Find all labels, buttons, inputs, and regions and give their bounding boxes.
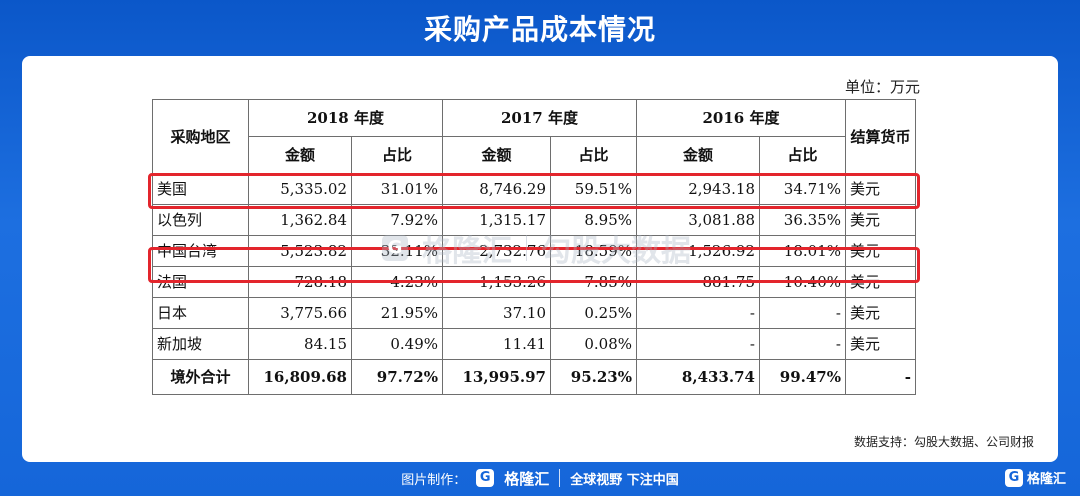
- table-row: 法国 728.18 4.23% 1,153.26 7.85% 881.75 10…: [152, 266, 916, 298]
- amount-cell: 11.41: [442, 328, 551, 360]
- cost-table: 采购地区 2018 年度 2017 年度 2016 年度 结算货币 金额 占比 …: [152, 99, 916, 395]
- amount-cell: 2,732.76: [442, 235, 551, 267]
- total-currency: -: [845, 359, 916, 395]
- header-share: 占比: [759, 136, 846, 174]
- share-cell: 4.23%: [351, 266, 443, 298]
- amount-cell: 1,362.84: [248, 204, 352, 236]
- footer: 图片制作： G 格隆汇 全球视野 下注中国: [0, 466, 1080, 490]
- currency-cell: 美元: [845, 266, 916, 298]
- share-cell: 8.95%: [550, 204, 637, 236]
- total-share: 99.47%: [759, 359, 846, 395]
- currency-cell: 美元: [845, 328, 916, 360]
- share-cell: 7.92%: [351, 204, 443, 236]
- amount-cell: 881.75: [636, 266, 760, 298]
- amount-cell: 2,943.18: [636, 173, 760, 205]
- share-cell: 0.49%: [351, 328, 443, 360]
- brand-name: 格隆汇: [504, 469, 550, 488]
- share-cell: 34.71%: [759, 173, 846, 205]
- amount-cell: 5,523.82: [248, 235, 352, 267]
- share-cell: 18.01%: [759, 235, 846, 267]
- corner-logo: G 格隆汇: [1004, 468, 1066, 487]
- share-cell: -: [759, 328, 846, 360]
- header-share: 占比: [351, 136, 443, 174]
- amount-cell: 728.18: [248, 266, 352, 298]
- region-cell: 日本: [152, 297, 249, 329]
- table-row: 美国 5,335.02 31.01% 8,746.29 59.51% 2,943…: [152, 173, 916, 205]
- amount-cell: 5,335.02: [248, 173, 352, 205]
- header-year-2018: 2018 年度: [248, 99, 443, 137]
- table-row: 中国台湾 5,523.82 32.11% 2,732.76 18.59% 1,5…: [152, 235, 916, 267]
- share-cell: -: [759, 297, 846, 329]
- header-amount: 金额: [442, 136, 551, 174]
- amount-cell: -: [636, 297, 760, 329]
- amount-cell: 3,775.66: [248, 297, 352, 329]
- total-row: 境外合计 16,809.68 97.72% 13,995.97 95.23% 8…: [152, 359, 916, 395]
- currency-cell: 美元: [845, 173, 916, 205]
- total-share: 97.72%: [351, 359, 443, 395]
- currency-cell: 美元: [845, 204, 916, 236]
- share-cell: 18.59%: [550, 235, 637, 267]
- region-cell: 中国台湾: [152, 235, 249, 267]
- table-row: 以色列 1,362.84 7.92% 1,315.17 8.95% 3,081.…: [152, 204, 916, 236]
- content-card: 单位：万元 采购地区 2018 年度 2017 年度 2016 年度 结算货币 …: [22, 56, 1058, 462]
- region-cell: 法国: [152, 266, 249, 298]
- amount-cell: 8,746.29: [442, 173, 551, 205]
- made-by-label: 图片制作：: [401, 472, 467, 488]
- amount-cell: 1,526.92: [636, 235, 760, 267]
- corner-logo-icon: G: [1004, 468, 1023, 487]
- header-amount: 金额: [636, 136, 760, 174]
- total-label: 境外合计: [152, 359, 249, 395]
- page-title: 采购产品成本情况: [423, 13, 656, 46]
- header-region: 采购地区: [152, 99, 249, 174]
- total-amount: 8,433.74: [636, 359, 760, 395]
- total-amount: 13,995.97: [442, 359, 551, 395]
- region-cell: 美国: [152, 173, 249, 205]
- region-cell: 以色列: [152, 204, 249, 236]
- unit-label: 单位：万元: [844, 78, 920, 96]
- amount-cell: 1,315.17: [442, 204, 551, 236]
- footer-divider: [559, 469, 561, 487]
- amount-cell: 3,081.88: [636, 204, 760, 236]
- corner-brand: 格隆汇: [1026, 472, 1066, 487]
- share-cell: 7.85%: [550, 266, 637, 298]
- slogan: 全球视野 下注中国: [570, 472, 679, 488]
- share-cell: 59.51%: [550, 173, 637, 205]
- amount-cell: 84.15: [248, 328, 352, 360]
- header-year-2016: 2016 年度: [636, 99, 846, 137]
- amount-cell: -: [636, 328, 760, 360]
- share-cell: 21.95%: [351, 297, 443, 329]
- total-share: 95.23%: [550, 359, 637, 395]
- share-cell: 0.25%: [550, 297, 637, 329]
- table-row: 新加坡 84.15 0.49% 11.41 0.08% - - 美元: [152, 328, 916, 360]
- header-share: 占比: [550, 136, 637, 174]
- header-currency: 结算货币: [845, 99, 916, 174]
- amount-cell: 37.10: [442, 297, 551, 329]
- table-row: 日本 3,775.66 21.95% 37.10 0.25% - - 美元: [152, 297, 916, 329]
- amount-cell: 1,153.26: [442, 266, 551, 298]
- currency-cell: 美元: [845, 297, 916, 329]
- brand-logo-icon: G: [476, 469, 495, 487]
- header-year-2017: 2017 年度: [442, 99, 637, 137]
- share-cell: 36.35%: [759, 204, 846, 236]
- currency-cell: 美元: [845, 235, 916, 267]
- total-amount: 16,809.68: [248, 359, 352, 395]
- share-cell: 32.11%: [351, 235, 443, 267]
- share-cell: 10.40%: [759, 266, 846, 298]
- share-cell: 0.08%: [550, 328, 637, 360]
- share-cell: 31.01%: [351, 173, 443, 205]
- region-cell: 新加坡: [152, 328, 249, 360]
- header-amount: 金额: [248, 136, 352, 174]
- source-note: 数据支持：勾股大数据、公司财报: [853, 435, 1034, 449]
